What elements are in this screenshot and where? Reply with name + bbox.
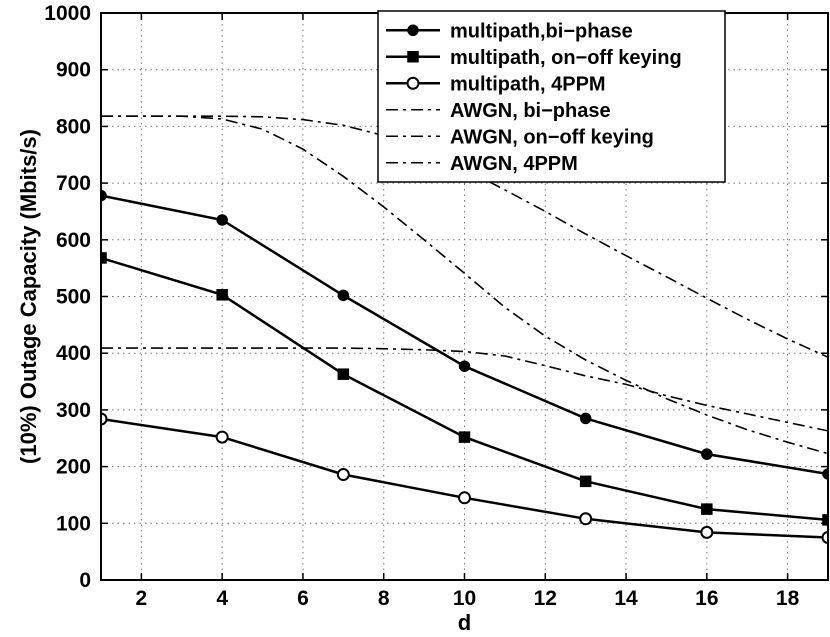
- legend-item: multipath, on−off keying: [386, 47, 682, 69]
- x-tick-label: 10: [453, 587, 476, 610]
- data-point: [336, 468, 350, 482]
- series-line: [101, 115, 828, 455]
- y-tick-label: 600: [56, 229, 91, 252]
- data-point: [101, 412, 108, 426]
- data-point: [822, 468, 828, 480]
- y-tick-label: 500: [56, 286, 91, 309]
- legend-label: multipath,bi−phase: [450, 20, 633, 42]
- legend: multipath,bi−phase multipath, on−off keyi…: [377, 10, 726, 183]
- data-point: [579, 512, 593, 526]
- x-tick-label: 14: [614, 587, 638, 610]
- data-point: [337, 368, 350, 380]
- x-tick-label: 4: [216, 587, 228, 610]
- data-point: [215, 430, 229, 444]
- x-axis-title: d: [458, 610, 471, 635]
- legend-item: AWGN, on−off keying: [386, 126, 654, 148]
- y-tick-label: 700: [56, 172, 91, 195]
- legend-label: multipath, on−off keying: [450, 47, 682, 69]
- data-point: [216, 289, 228, 301]
- legend-item: multipath, 4PPM: [386, 73, 606, 95]
- legend-label: multipath, 4PPM: [450, 73, 606, 95]
- legend-label: AWGN, bi−phase: [450, 100, 611, 122]
- y-tick-label: 800: [56, 115, 91, 138]
- data-point: [101, 189, 107, 202]
- series-2: [101, 252, 828, 526]
- y-tick-label: 900: [56, 59, 91, 82]
- legend-label: AWGN, 4PPM: [450, 153, 578, 175]
- legend-item: AWGN, bi−phase: [386, 100, 611, 122]
- series-1: [101, 189, 828, 480]
- data-point: [337, 289, 350, 302]
- data-point: [458, 431, 471, 443]
- legend-marker: [407, 51, 419, 63]
- data-point: [822, 514, 828, 526]
- legend-marker: [406, 76, 420, 90]
- axis-ticks: 2 4 6 8 10 12 14 16 18 0 100 200 300 400 500 600 700 800 9…: [44, 2, 828, 610]
- x-tick-label: 18: [776, 587, 800, 610]
- data-point: [216, 214, 228, 226]
- x-tick-label: 8: [378, 587, 390, 610]
- legend-item: AWGN, 4PPM: [386, 153, 578, 175]
- data-point: [700, 525, 714, 539]
- data-point: [458, 360, 471, 372]
- series-3: [101, 412, 828, 544]
- y-tick-label: 1000: [44, 2, 91, 25]
- x-tick-label: 16: [695, 587, 718, 610]
- series-group: [101, 115, 828, 544]
- data-point: [701, 448, 713, 460]
- legend-marker: [407, 24, 419, 36]
- data-point: [579, 475, 592, 488]
- data-point: [101, 252, 107, 264]
- y-tick-label: 0: [79, 569, 91, 592]
- x-tick-label: 12: [534, 587, 557, 610]
- legend-label: AWGN, on−off keying: [450, 126, 654, 148]
- data-point: [458, 491, 471, 505]
- y-axis-title: (10%) Outage Capacity (Mbits/s): [16, 129, 41, 464]
- x-tick-label: 6: [297, 587, 309, 610]
- data-point: [821, 530, 828, 544]
- y-tick-label: 400: [56, 342, 91, 365]
- data-point: [579, 412, 592, 425]
- y-tick-label: 200: [56, 456, 91, 479]
- legend-box: [377, 10, 726, 183]
- y-tick-label: 300: [56, 399, 91, 422]
- series-6: [101, 115, 828, 455]
- legend-item: multipath,bi−phase: [386, 20, 633, 42]
- y-tick-label: 100: [56, 512, 91, 535]
- data-point: [701, 503, 713, 515]
- x-tick-label: 2: [136, 587, 148, 610]
